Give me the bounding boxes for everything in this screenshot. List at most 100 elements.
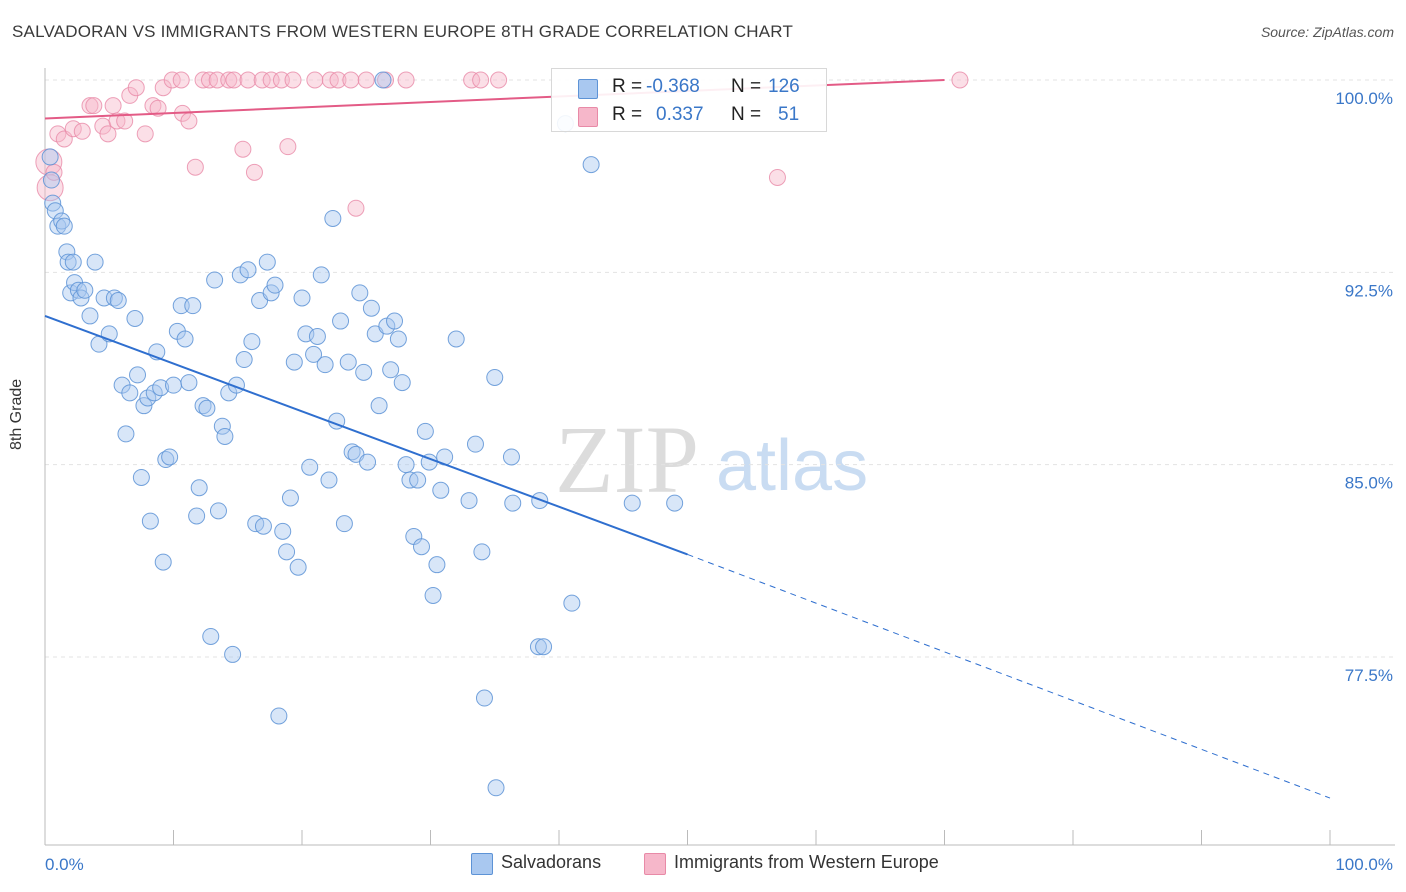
blue-point: [466, 435, 484, 453]
blue-point: [324, 209, 342, 227]
blue-point: [320, 471, 338, 489]
n-label: N =: [731, 104, 762, 125]
blue-point: [312, 266, 330, 284]
pink-point: [490, 71, 508, 89]
pink-point: [220, 71, 238, 89]
blue-point: [42, 171, 60, 189]
blue-point: [475, 689, 493, 707]
blue-point: [397, 456, 415, 474]
blue-point: [141, 512, 159, 530]
blue-point: [121, 384, 139, 402]
blue-point: [289, 558, 307, 576]
blue-point: [243, 333, 261, 351]
blue-point: [487, 779, 505, 797]
blue-point: [165, 376, 182, 394]
pink-point: [272, 71, 290, 89]
blue-point: [262, 284, 280, 302]
blue-point: [95, 289, 113, 307]
y-axis-label: 8th Grade: [8, 378, 25, 450]
blue-point: [301, 458, 319, 476]
blue-point: [582, 156, 600, 174]
blue-point: [370, 397, 388, 415]
blue-point: [432, 481, 450, 499]
r-label: R =: [612, 104, 643, 125]
blue-point: [335, 515, 353, 533]
blue-point: [161, 448, 179, 466]
blue-point: [359, 453, 377, 471]
blue-point: [473, 543, 491, 561]
pink-point: [85, 97, 103, 115]
blue-point: [413, 538, 431, 556]
pink-point: [136, 125, 154, 143]
blue-point: [535, 638, 553, 656]
blue-point: [209, 502, 227, 520]
blue-point: [55, 217, 73, 235]
blue-point: [59, 253, 77, 271]
blue-point: [254, 517, 272, 535]
blue-point: [135, 397, 153, 415]
blue-point: [428, 556, 446, 574]
pink-point: [163, 71, 181, 89]
pink-point: [347, 199, 365, 217]
stats-row-blue: R = -0.368 N = 126: [552, 73, 826, 101]
pink-point: [180, 112, 198, 130]
blue-point: [64, 253, 82, 271]
blue-point: [41, 148, 59, 166]
blue-point: [270, 707, 288, 725]
blue-point: [389, 330, 407, 348]
blue-swatch: [578, 79, 598, 99]
blue-point: [386, 312, 404, 330]
pink-point: [951, 71, 969, 89]
blue-point: [72, 289, 90, 307]
pink-point: [116, 112, 134, 130]
blue-point: [188, 507, 206, 525]
blue-point: [409, 471, 427, 489]
blue-point: [176, 330, 194, 348]
blue-point: [486, 368, 504, 386]
blue-point: [374, 71, 392, 89]
blue-point: [109, 292, 127, 310]
blue-point: [53, 212, 71, 230]
blue-point: [362, 299, 380, 317]
blue-point: [281, 489, 299, 507]
pink-point: [234, 140, 252, 158]
chart-title: SALVADORAN VS IMMIGRANTS FROM WESTERN EU…: [12, 22, 794, 41]
blue-point: [202, 627, 220, 645]
pink-point: [208, 71, 226, 89]
blue-trend-line: [44, 314, 688, 556]
legend-swatch-blue: [471, 853, 493, 875]
blue-point: [460, 492, 478, 510]
blue-point: [529, 638, 547, 656]
blue-point: [81, 307, 99, 325]
y-tick-label: 100.0%: [1335, 89, 1393, 108]
pink-point: [768, 168, 786, 186]
blue-point: [86, 253, 104, 271]
pink-point: [172, 71, 190, 89]
legend-swatch-pink: [644, 853, 666, 875]
pink-point: [104, 97, 122, 115]
blue-point: [154, 553, 172, 571]
pink-point: [186, 158, 204, 176]
pink-point: [342, 71, 360, 89]
blue-point: [266, 276, 284, 294]
watermark-atlas: atlas: [716, 426, 868, 506]
pink-point: [262, 71, 280, 89]
blue-point: [206, 271, 224, 289]
blue-point: [126, 309, 144, 327]
pink-point: [329, 71, 347, 89]
blue-point: [332, 312, 350, 330]
blue-point: [504, 494, 522, 512]
blue-point: [308, 327, 326, 345]
pink-point: [149, 99, 167, 117]
blue-point: [666, 494, 684, 512]
pink-point: [239, 71, 257, 89]
r-value: 0.337: [656, 104, 704, 125]
blue-point: [198, 399, 216, 417]
blue-point: [235, 351, 253, 369]
blue-point: [239, 261, 257, 279]
blue-point: [285, 353, 303, 371]
pink-point: [472, 71, 490, 89]
pink-point: [357, 71, 375, 89]
n-label: N =: [731, 76, 762, 97]
pink-point: [127, 79, 145, 97]
